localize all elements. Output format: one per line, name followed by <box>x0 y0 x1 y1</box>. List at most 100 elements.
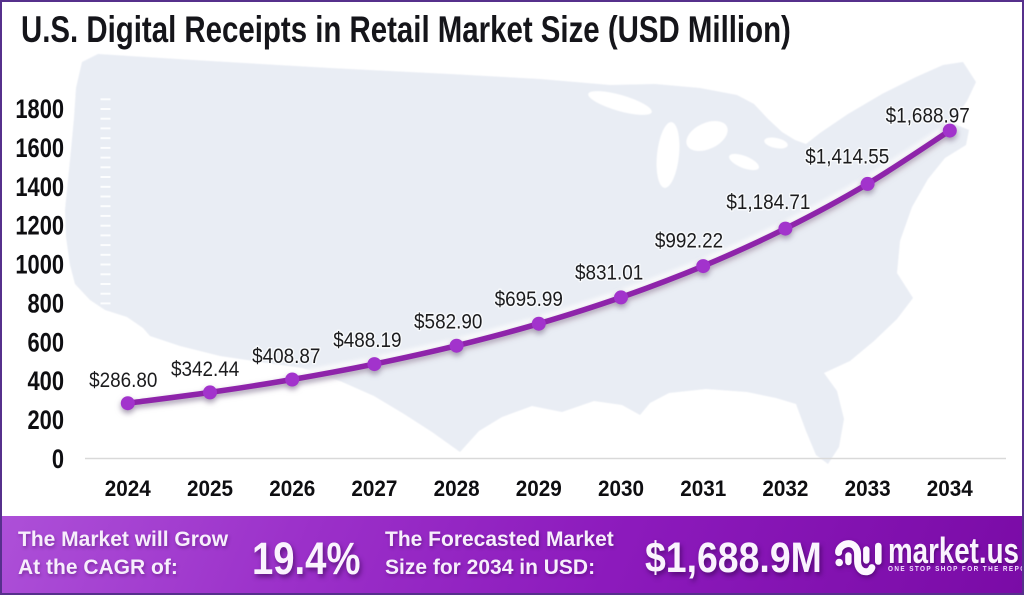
market-us-logo: market.us ONE STOP SHOP FOR THE REPORTS <box>835 533 1024 588</box>
y-axis-minor-tick <box>100 253 111 256</box>
y-axis-tick-label: 0 <box>52 445 64 475</box>
y-axis-minor-tick <box>100 399 111 402</box>
data-point-marker <box>614 290 628 305</box>
y-axis-minor-tick <box>100 214 111 217</box>
great-lake <box>588 91 652 115</box>
x-axis-tick-label: 2029 <box>516 475 562 501</box>
y-axis-tick-label: 400 <box>28 367 64 397</box>
y-axis-tick-label: 1200 <box>15 212 64 242</box>
y-axis-minor-tick <box>100 195 111 198</box>
data-point-marker <box>696 259 711 274</box>
data-point-marker <box>449 338 464 353</box>
great-lake <box>728 153 760 171</box>
point-value-label: $408.87 <box>252 345 320 368</box>
y-axis-tick-label: 1400 <box>15 173 64 203</box>
x-axis-tick-label: 2034 <box>927 475 973 501</box>
y-axis-minor-tick <box>100 273 111 276</box>
point-value-label: $1,414.55 <box>805 146 889 169</box>
y-axis-minor-tick <box>100 205 111 208</box>
data-point-marker <box>120 396 135 411</box>
y-axis-minor-tick <box>100 185 111 188</box>
y-axis-minor-tick <box>100 438 111 441</box>
y-axis-minor-tick <box>100 234 111 237</box>
y-axis-tick-label: 800 <box>28 289 64 319</box>
x-axis-tick-label: 2024 <box>105 475 151 501</box>
data-point-marker <box>531 316 546 331</box>
data-point-marker <box>860 176 875 191</box>
y-axis-minor-tick <box>100 146 111 149</box>
brand-tagline: ONE STOP SHOP FOR THE REPORTS <box>888 566 1024 573</box>
x-axis-tick-label: 2026 <box>269 475 315 501</box>
x-axis-tick-label: 2033 <box>845 475 891 501</box>
y-axis-minor-tick <box>100 302 111 305</box>
y-axis-minor-tick <box>100 341 111 344</box>
forecast-label: The Forecasted Market Size for 2034 in U… <box>385 526 614 581</box>
y-axis-minor-tick <box>100 292 111 295</box>
data-series <box>120 123 957 411</box>
x-axis-tick-label: 2027 <box>351 475 397 501</box>
forecast-value: $1,688.9M <box>645 534 822 582</box>
y-axis-minor-tick <box>100 156 111 159</box>
y-axis-minor-tick <box>100 380 111 383</box>
x-axis-tick-label: 2032 <box>762 475 808 501</box>
y-axis-minor-tick <box>100 409 111 412</box>
x-axis-tick-label: 2031 <box>680 475 726 501</box>
point-value-label: $831.01 <box>575 261 643 284</box>
brand-name: market.us <box>888 530 1019 571</box>
x-axis-tick-label: 2025 <box>187 475 233 501</box>
usa-map-silhouette <box>65 54 976 464</box>
y-axis-tick-label: 1600 <box>15 134 64 164</box>
x-axis-tick-label: 2028 <box>434 475 480 501</box>
y-axis-tick-label: 1800 <box>15 95 64 125</box>
chart-title: U.S. Digital Receipts in Retail Market S… <box>21 9 791 50</box>
y-axis-minor-tick <box>100 370 111 373</box>
data-point-marker <box>367 357 382 372</box>
y-axis-tick-label: 200 <box>28 406 64 436</box>
y-axis-minor-tick <box>100 263 111 266</box>
y-axis-minor-tick <box>100 176 111 178</box>
y-axis-minor-ticks <box>100 98 111 451</box>
y-axis-minor-tick <box>100 224 111 227</box>
y-axis-tick-label: 1000 <box>15 250 64 280</box>
market-us-logo-icon <box>835 540 882 576</box>
y-axis-minor-tick <box>100 448 111 451</box>
cagr-label-line2: At the CAGR of: <box>18 555 178 579</box>
line-chart: 0 200 400 600 800 1000 1200 1400 1600 1800 2024 202… <box>15 54 1006 501</box>
x-axis-tick-label: 2030 <box>598 475 644 501</box>
great-lake <box>656 122 680 188</box>
data-point-marker <box>942 123 957 138</box>
point-value-label: $342.44 <box>171 358 239 381</box>
forecast-label-line1: The Forecasted Market <box>385 528 614 551</box>
y-axis-minor-tick <box>100 331 111 334</box>
y-axis-minor-tick <box>100 117 111 120</box>
great-lakes <box>588 91 788 188</box>
data-point-marker <box>778 221 793 236</box>
y-axis-minor-tick <box>100 428 111 431</box>
point-labels: $286.80 $342.44 $408.87 $488.19 $582.90 $695.… <box>88 103 971 393</box>
point-value-label: $488.19 <box>333 329 401 352</box>
y-axis-minor-tick <box>100 389 111 392</box>
point-value-label: $695.99 <box>495 288 563 311</box>
y-axis-minor-tick <box>100 98 111 101</box>
y-axis-minor-tick <box>100 312 111 315</box>
point-value-label: $1,688.97 <box>886 105 970 128</box>
cagr-label: The Market will Grow At the CAGR of: <box>18 526 228 581</box>
cagr-label-line1: The Market will Grow <box>18 528 229 551</box>
data-point-marker <box>203 385 217 400</box>
y-axis-minor-tick <box>100 108 111 110</box>
footer-banner: The Market will Grow At the CAGR of: 19.… <box>0 516 1024 595</box>
point-value-label: $582.90 <box>414 311 482 334</box>
y-axis-minor-tick <box>100 166 111 169</box>
point-value-label: $286.80 <box>89 369 157 392</box>
cagr-value: 19.4% <box>252 533 361 584</box>
forecast-label-line2: Size for 2034 in USD: <box>385 555 596 579</box>
y-axis-tick-label: 600 <box>28 328 64 358</box>
y-axis-minor-tick <box>100 321 111 324</box>
great-lake <box>686 120 728 152</box>
y-axis-minor-tick <box>100 360 111 363</box>
y-axis-minor-tick <box>100 244 111 247</box>
y-axis-minor-tick <box>100 351 111 354</box>
point-value-label: $1,184.71 <box>726 191 810 214</box>
y-axis-minor-tick <box>100 283 111 285</box>
